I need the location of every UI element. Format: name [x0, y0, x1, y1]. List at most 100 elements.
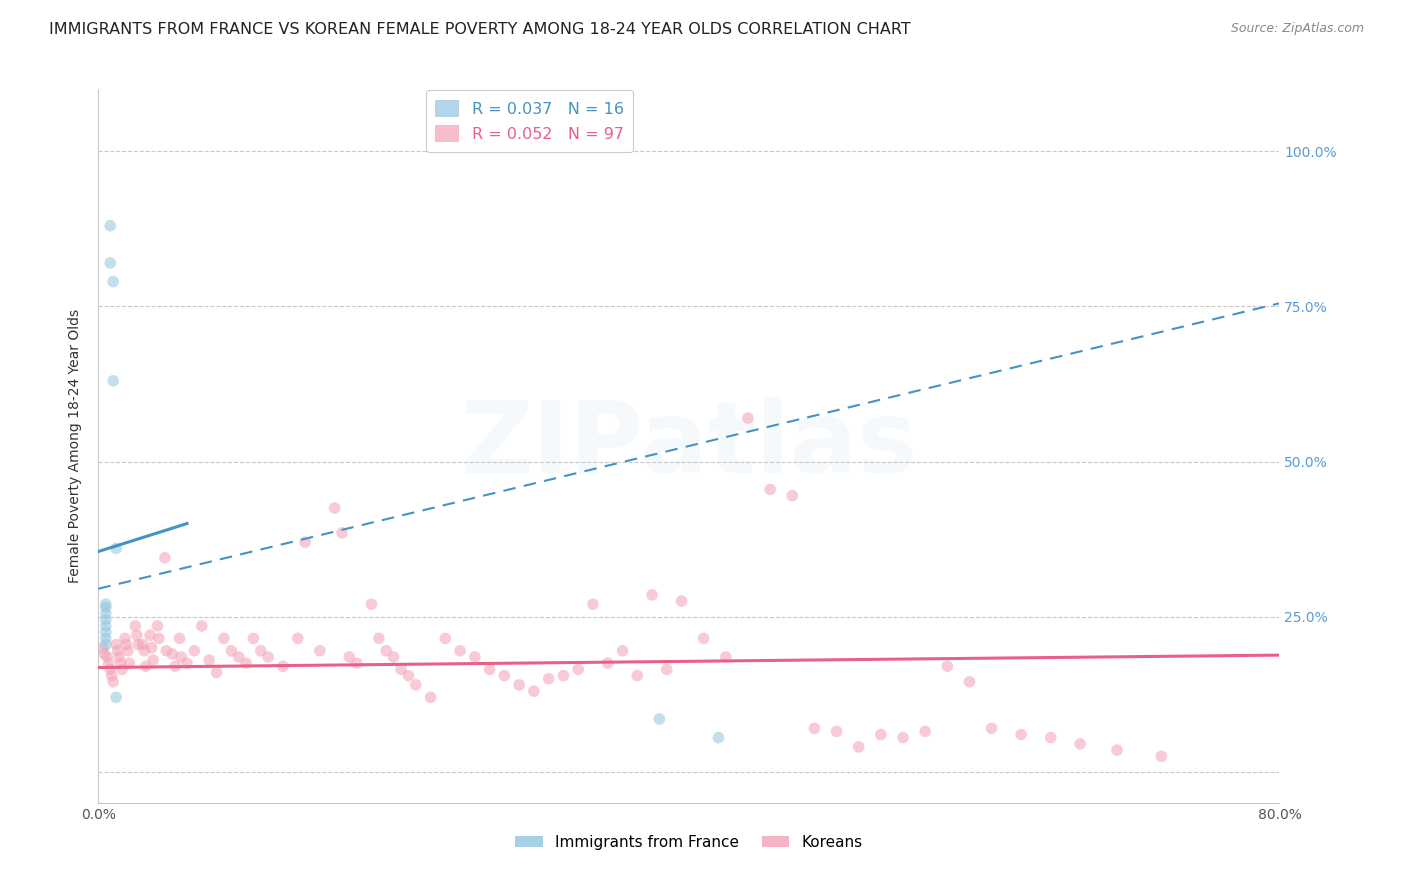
Y-axis label: Female Poverty Among 18-24 Year Olds: Female Poverty Among 18-24 Year Olds	[69, 309, 83, 583]
Point	[449, 644, 471, 658]
Point	[155, 644, 177, 658]
Point	[118, 656, 141, 670]
Point	[323, 501, 346, 516]
Point	[707, 731, 730, 745]
Point	[803, 722, 825, 736]
Point	[1069, 737, 1091, 751]
Point	[170, 650, 193, 665]
Point	[98, 256, 121, 270]
Point	[162, 647, 183, 661]
Point	[389, 662, 412, 676]
Point	[782, 489, 804, 503]
Point	[198, 653, 221, 667]
Text: Source: ZipAtlas.com: Source: ZipAtlas.com	[1230, 22, 1364, 36]
Point	[242, 632, 264, 646]
Point	[110, 656, 132, 670]
Point	[567, 662, 589, 676]
Point	[221, 644, 243, 658]
Point	[115, 638, 138, 652]
Point	[132, 638, 155, 652]
Point	[478, 662, 501, 676]
Text: ZIPatlas: ZIPatlas	[461, 398, 917, 494]
Point	[287, 632, 309, 646]
Point	[508, 678, 530, 692]
Point	[96, 650, 118, 665]
Point	[626, 668, 648, 682]
Point	[105, 638, 128, 652]
Point	[693, 632, 716, 646]
Point	[1010, 727, 1032, 741]
Point	[100, 668, 122, 682]
Point	[141, 640, 163, 655]
Point	[148, 632, 170, 646]
Point	[980, 722, 1002, 736]
Point	[94, 638, 117, 652]
Point	[1107, 743, 1129, 757]
Point	[134, 644, 156, 658]
Point	[91, 640, 114, 655]
Point	[93, 647, 115, 661]
Point	[494, 668, 516, 682]
Point	[250, 644, 273, 658]
Point	[825, 724, 848, 739]
Point	[434, 632, 457, 646]
Point	[153, 550, 176, 565]
Point	[103, 674, 125, 689]
Point	[191, 619, 214, 633]
Point	[183, 644, 205, 658]
Point	[959, 674, 981, 689]
Point	[671, 594, 693, 608]
Point	[142, 653, 165, 667]
Point	[125, 628, 148, 642]
Point	[271, 659, 294, 673]
Point	[114, 632, 136, 646]
Point	[368, 632, 391, 646]
Point	[612, 644, 634, 658]
Point	[737, 411, 759, 425]
Point	[176, 656, 198, 670]
Point	[205, 665, 228, 680]
Point	[107, 644, 129, 658]
Point	[759, 483, 782, 497]
Point	[103, 374, 125, 388]
Point	[309, 644, 332, 658]
Point	[124, 619, 146, 633]
Point	[375, 644, 398, 658]
Point	[382, 650, 405, 665]
Point	[135, 659, 157, 673]
Point	[117, 644, 139, 658]
Point	[641, 588, 664, 602]
Point	[111, 662, 134, 676]
Point	[553, 668, 575, 682]
Point	[339, 650, 361, 665]
Point	[212, 632, 235, 646]
Point	[105, 690, 128, 705]
Point	[648, 712, 671, 726]
Point	[936, 659, 959, 673]
Point	[294, 535, 316, 549]
Point	[1039, 731, 1062, 745]
Point	[127, 638, 149, 652]
Point	[537, 672, 560, 686]
Point	[146, 619, 169, 633]
Point	[891, 731, 914, 745]
Text: IMMIGRANTS FROM FRANCE VS KOREAN FEMALE POVERTY AMONG 18-24 YEAR OLDS CORRELATIO: IMMIGRANTS FROM FRANCE VS KOREAN FEMALE …	[49, 22, 911, 37]
Point	[94, 632, 117, 646]
Point	[97, 656, 120, 670]
Point	[169, 632, 191, 646]
Point	[346, 656, 368, 670]
Point	[714, 650, 737, 665]
Point	[870, 727, 893, 741]
Point	[94, 625, 117, 640]
Point	[330, 525, 353, 540]
Point	[398, 668, 420, 682]
Point	[94, 613, 117, 627]
Point	[94, 607, 117, 621]
Point	[98, 662, 121, 676]
Point	[94, 597, 117, 611]
Point	[848, 739, 870, 754]
Legend: Immigrants from France, Koreans: Immigrants from France, Koreans	[509, 829, 869, 855]
Point	[914, 724, 936, 739]
Point	[582, 597, 605, 611]
Point	[139, 628, 162, 642]
